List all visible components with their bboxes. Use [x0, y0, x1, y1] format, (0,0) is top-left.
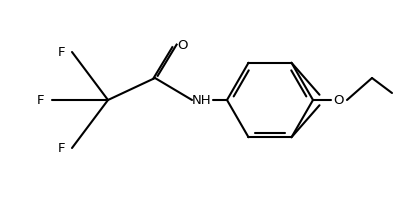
- Text: NH: NH: [192, 94, 211, 107]
- Text: O: O: [333, 94, 344, 107]
- Text: O: O: [178, 38, 188, 51]
- Text: F: F: [36, 94, 44, 107]
- Text: F: F: [57, 46, 65, 59]
- Text: F: F: [57, 141, 65, 154]
